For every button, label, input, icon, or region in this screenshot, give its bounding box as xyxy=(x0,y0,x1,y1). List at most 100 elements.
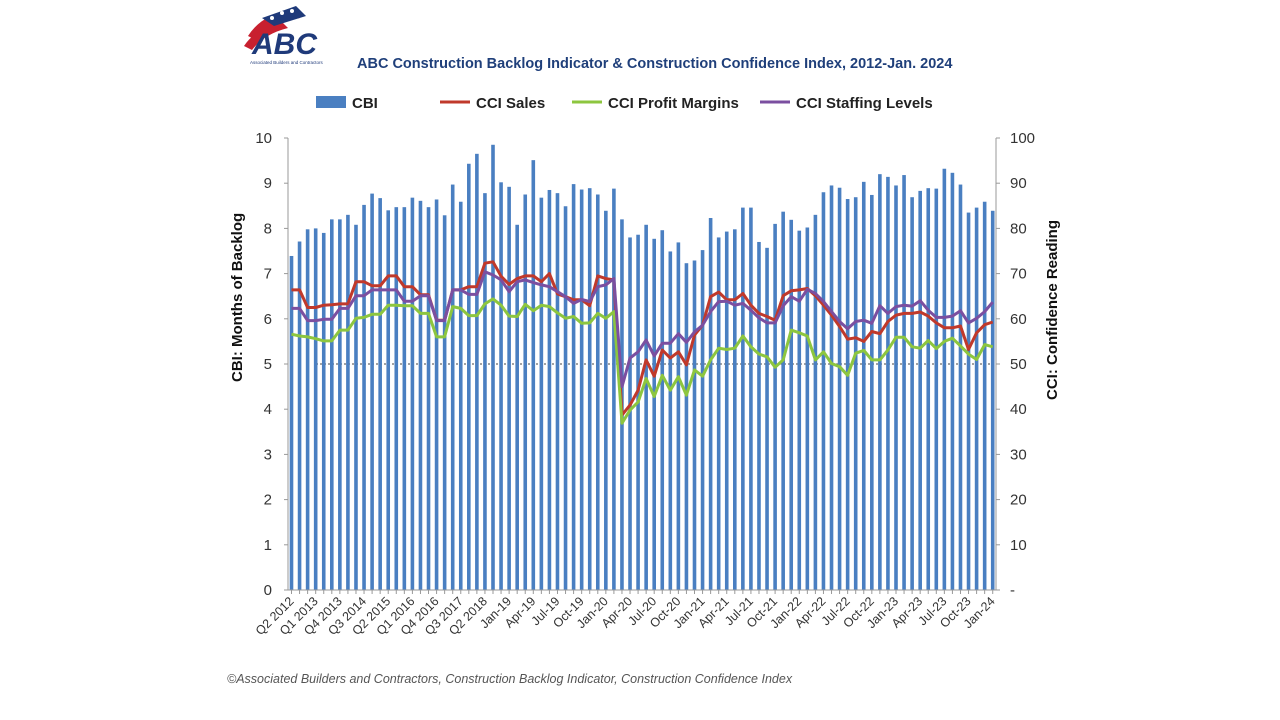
cbi-bar xyxy=(604,210,608,590)
cbi-bar xyxy=(918,190,922,590)
cbi-bar xyxy=(305,229,310,590)
cbi-bar xyxy=(886,176,890,590)
cbi-bar xyxy=(950,172,955,590)
y-tick-label: 3 xyxy=(264,446,272,463)
y-tick-label: 4 xyxy=(264,401,272,418)
cbi-bar xyxy=(523,194,528,590)
cbi-bar xyxy=(660,230,665,590)
svg-text:Associated Builders and Contra: Associated Builders and Contractors xyxy=(250,60,324,65)
line-cci-sales xyxy=(291,260,994,417)
cbi-bar xyxy=(571,184,576,590)
footer-source: ©Associated Builders and Contractors, Co… xyxy=(227,672,793,686)
y-tick-label: 0 xyxy=(264,582,272,599)
y-tick-label: 7 xyxy=(264,266,272,283)
cbi-bar xyxy=(587,188,592,590)
y2-tick-label: 20 xyxy=(1010,492,1027,509)
cbi-bar xyxy=(942,168,947,590)
cbi-bar xyxy=(668,251,673,590)
cbi-bar xyxy=(845,199,850,590)
cbi-bar xyxy=(700,250,705,590)
cbi-bar xyxy=(491,144,495,590)
cbi-bar xyxy=(402,207,407,590)
cbi-bar xyxy=(362,204,366,590)
cbi-bar xyxy=(539,197,544,590)
cbi-bar xyxy=(837,187,842,590)
cbi-bar xyxy=(878,174,882,590)
legend-swatch-cbi xyxy=(316,96,346,108)
y2-tick-label: 100 xyxy=(1010,130,1035,147)
cbi-bar xyxy=(974,207,979,590)
cbi-bar xyxy=(595,194,600,590)
y-tick-label: 2 xyxy=(264,492,272,509)
line-cci-profit-margins xyxy=(291,297,994,425)
cbi-bar xyxy=(894,185,898,590)
cbi-bar xyxy=(733,229,737,590)
cbi-bar xyxy=(724,231,729,590)
cbi-bar xyxy=(612,188,616,590)
cbi-bar xyxy=(926,188,931,590)
cbi-bar xyxy=(773,223,777,590)
chart-title: ABC Construction Backlog Indicator & Con… xyxy=(357,56,952,72)
cbi-bar xyxy=(861,181,866,590)
cbi-bar xyxy=(829,185,834,590)
cbi-bar xyxy=(870,194,874,590)
cbi-bar xyxy=(958,184,963,590)
cbi-bar xyxy=(990,210,995,590)
cbi-bar xyxy=(467,163,471,590)
abc-logo: ABC Associated Builders and Contractors xyxy=(244,6,324,65)
cbi-bar xyxy=(789,219,794,590)
cbi-bar xyxy=(313,228,318,590)
y-tick-label: 6 xyxy=(264,311,272,328)
cbi-bar xyxy=(515,224,519,590)
cbi-bar xyxy=(813,214,818,590)
cbi-bar xyxy=(386,210,391,590)
cbi-bar xyxy=(483,193,487,591)
cbi-bar xyxy=(434,199,439,591)
y-tick-label: 1 xyxy=(264,537,272,554)
cbi-bar xyxy=(692,260,697,590)
cbi-bar xyxy=(644,224,648,590)
y2-tick-label: 90 xyxy=(1010,175,1027,192)
cbi-bar xyxy=(418,200,423,590)
y2-tick-label: 80 xyxy=(1010,220,1027,237)
cbi-bar xyxy=(781,211,785,590)
cbi-bar xyxy=(966,212,971,590)
line-cci-staffing-levels xyxy=(291,270,994,389)
cbi-bar xyxy=(450,184,455,590)
y-tick-label: 9 xyxy=(264,175,272,192)
y-tick-label: 10 xyxy=(255,130,272,147)
cbi-bar xyxy=(910,197,914,590)
cbi-bar xyxy=(684,263,689,590)
cbi-bar xyxy=(531,160,536,590)
cbi-bar xyxy=(354,224,358,590)
legend-label: CCI Sales xyxy=(476,95,545,112)
y-tick-label: 5 xyxy=(264,356,272,373)
cbi-bar xyxy=(579,189,584,590)
cbi-bar xyxy=(547,189,552,591)
cbi-bar xyxy=(499,182,503,590)
cbi-bar xyxy=(757,241,761,590)
cbi-bar xyxy=(741,207,745,590)
cbi-bar xyxy=(902,175,906,590)
cbi-bar xyxy=(982,201,987,590)
cbi-bar xyxy=(853,197,858,590)
cbi-bar xyxy=(321,232,326,591)
cbi-bar xyxy=(676,242,681,591)
cbi-bar xyxy=(628,237,632,590)
y2-tick-label: 60 xyxy=(1010,311,1027,328)
legend-label: CBI xyxy=(352,95,378,112)
cbi-bar xyxy=(458,201,463,590)
cbi-bar xyxy=(636,234,640,590)
cbi-bar xyxy=(346,214,350,590)
cbi-bar xyxy=(716,237,721,590)
cbi-bar xyxy=(555,193,560,591)
y2-tick-label: 50 xyxy=(1010,356,1027,373)
cbi-bar xyxy=(410,197,415,590)
cbi-bar xyxy=(708,218,713,590)
y2-tick-label: 10 xyxy=(1010,537,1027,554)
cbi-bar xyxy=(797,230,802,590)
y2-axis-label: CCI: Confidence Reading xyxy=(1044,220,1061,400)
cbi-bar xyxy=(289,255,294,591)
y2-tick-label: 40 xyxy=(1010,401,1027,418)
